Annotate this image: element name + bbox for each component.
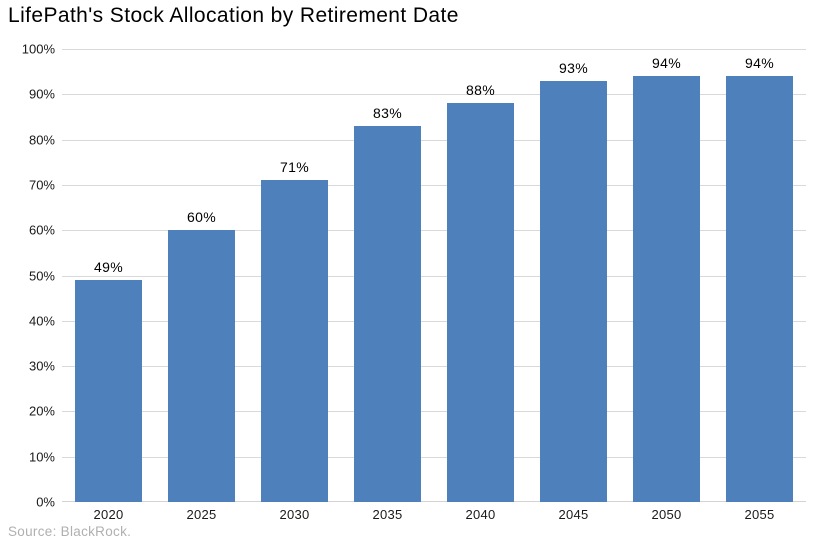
gridline-10 — [62, 457, 806, 458]
bar-value-label-2040: 88% — [466, 82, 495, 99]
x-tick-2055: 2055 — [744, 507, 775, 522]
bar-column-2020: 49% — [62, 49, 155, 502]
gridline-20 — [62, 411, 806, 412]
x-axis-tick-labels: 2020 2025 2030 2035 2040 2045 2050 2055 — [62, 507, 806, 522]
bar-series: 49% 60% 71% 83% 88% 93% 94% 94% — [62, 49, 806, 502]
y-tick-0: 0% — [36, 494, 55, 510]
plot-area: 49% 60% 71% 83% 88% 93% 94% 94% — [62, 49, 806, 502]
gridline-50 — [62, 276, 806, 277]
bar-value-label-2055: 94% — [745, 55, 774, 72]
y-axis-tick-labels: 0% 10% 20% 30% 40% 50% 60% 70% 80% 90% 100% — [0, 42, 55, 510]
x-tick-2025: 2025 — [186, 507, 217, 522]
y-tick-80: 80% — [28, 132, 55, 148]
y-tick-90: 90% — [28, 86, 55, 102]
gridline-40 — [62, 321, 806, 322]
y-tick-60: 60% — [28, 222, 55, 238]
bar-column-2050: 94% — [620, 49, 713, 502]
bar-column-2045: 93% — [527, 49, 620, 502]
source-note: Source: BlackRock. — [8, 524, 132, 539]
bar-2035 — [354, 126, 421, 502]
bar-2055 — [726, 76, 793, 502]
gridline-80 — [62, 140, 806, 141]
bar-column-2035: 83% — [341, 49, 434, 502]
x-axis-line — [62, 501, 806, 502]
bar-column-2055: 94% — [713, 49, 806, 502]
bar-value-label-2030: 71% — [280, 159, 309, 176]
y-tick-100: 100% — [21, 41, 55, 57]
chart-title: LifePath's Stock Allocation by Retiremen… — [8, 4, 459, 27]
x-tick-2050: 2050 — [651, 507, 682, 522]
bar-2030 — [261, 180, 328, 502]
bar-value-label-2050: 94% — [652, 55, 681, 72]
bar-2050 — [633, 76, 700, 502]
x-tick-2020: 2020 — [93, 507, 124, 522]
bar-2040 — [447, 103, 514, 502]
bar-2020 — [75, 280, 142, 502]
bar-column-2025: 60% — [155, 49, 248, 502]
bar-value-label-2035: 83% — [373, 105, 402, 122]
bar-column-2040: 88% — [434, 49, 527, 502]
gridline-60 — [62, 230, 806, 231]
bar-column-2030: 71% — [248, 49, 341, 502]
y-tick-40: 40% — [28, 313, 55, 329]
bar-value-label-2025: 60% — [187, 209, 216, 226]
bar-value-label-2020: 49% — [94, 259, 123, 276]
gridline-100 — [62, 49, 806, 50]
x-tick-2040: 2040 — [465, 507, 496, 522]
y-tick-30: 30% — [28, 358, 55, 374]
bar-2045 — [540, 80, 607, 502]
x-tick-2035: 2035 — [372, 507, 403, 522]
y-tick-70: 70% — [28, 177, 55, 193]
gridline-90 — [62, 94, 806, 95]
gridline-30 — [62, 366, 806, 367]
bar-value-label-2045: 93% — [559, 59, 588, 76]
x-tick-2045: 2045 — [558, 507, 589, 522]
x-tick-2030: 2030 — [279, 507, 310, 522]
gridline-70 — [62, 185, 806, 186]
y-tick-10: 10% — [28, 449, 55, 465]
y-tick-20: 20% — [28, 403, 55, 419]
bar-2025 — [168, 230, 235, 502]
y-tick-50: 50% — [28, 268, 55, 283]
